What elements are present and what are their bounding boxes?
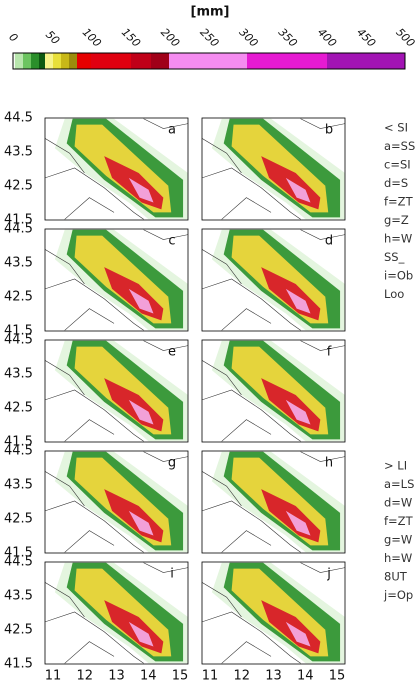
y-tick-label: 43.5 — [4, 256, 33, 271]
y-tick-label: 43.5 — [4, 145, 33, 160]
colorbar-tick-label: 150 — [119, 26, 143, 50]
side-note: > LI — [384, 459, 407, 473]
side-note: a=LS — [384, 477, 414, 491]
panel-frame — [44, 339, 189, 443]
side-note: j=Op — [383, 588, 413, 602]
colorbar-tick-label: 50 — [43, 28, 62, 47]
y-tick-label: 44.5 — [4, 444, 33, 459]
side-note: f=ZT — [384, 195, 414, 209]
colorbar-tick-label: 100 — [80, 26, 104, 50]
panel-frame — [201, 561, 346, 665]
map-panel — [45, 562, 188, 664]
panel-frame — [201, 339, 346, 443]
panel-frame — [201, 117, 346, 221]
map-panel — [202, 451, 345, 553]
panel-frame — [201, 228, 346, 332]
y-tick-label: 42.5 — [4, 179, 33, 194]
x-tick-label: 15 — [329, 669, 346, 684]
panel-label: b — [325, 123, 333, 138]
x-tick-label: 13 — [108, 669, 125, 684]
side-note: c=SI — [384, 158, 411, 172]
x-tick-label: 11 — [45, 669, 62, 684]
map-panel — [45, 340, 188, 442]
map-panel — [202, 562, 345, 664]
y-tick-label: 42.5 — [4, 623, 33, 638]
y-tick-label: 41.5 — [4, 324, 33, 339]
x-tick-label: 14 — [297, 669, 314, 684]
side-note: a=SS — [384, 139, 415, 153]
colorbar-tick-label: 500 — [393, 26, 417, 50]
x-tick-label: 12 — [233, 669, 250, 684]
y-tick-label: 44.5 — [4, 333, 33, 348]
panel-frame — [44, 561, 189, 665]
panel-label: j — [326, 567, 331, 582]
side-note: f=ZT — [384, 514, 414, 528]
panel-label: g — [168, 456, 176, 471]
panel-label: d — [325, 234, 333, 249]
y-tick-label: 41.5 — [4, 657, 33, 672]
x-tick-label: 14 — [140, 669, 157, 684]
panel-frame — [44, 117, 189, 221]
side-note: 8UT — [384, 570, 408, 584]
side-note: < SI — [384, 121, 408, 135]
side-note: d=S — [384, 176, 408, 190]
side-note: g=Z — [384, 213, 409, 227]
map-panel — [202, 229, 345, 331]
y-tick-label: 44.5 — [4, 555, 33, 570]
panel-label: e — [168, 345, 176, 360]
y-tick-label: 41.5 — [4, 435, 33, 450]
panel-label: a — [168, 123, 176, 138]
colorbar-tick-label: 300 — [237, 26, 261, 50]
colorbar — [12, 52, 406, 70]
panel-label: c — [168, 234, 175, 249]
x-tick-label: 12 — [76, 669, 93, 684]
map-panel — [202, 118, 345, 220]
map-panel — [45, 229, 188, 331]
side-note: h=W — [384, 232, 412, 246]
y-tick-label: 41.5 — [4, 213, 33, 228]
colorbar-unit: [mm] — [191, 5, 230, 20]
panel-frame — [44, 228, 189, 332]
y-tick-label: 42.5 — [4, 401, 33, 416]
side-note: Loo — [384, 287, 404, 301]
x-tick-label: 15 — [172, 669, 189, 684]
y-tick-label: 42.5 — [4, 290, 33, 305]
y-tick-label: 42.5 — [4, 512, 33, 527]
side-note: SS_ — [384, 250, 405, 264]
x-tick-label: 13 — [265, 669, 282, 684]
colorbar-tick-label: 250 — [197, 26, 221, 50]
side-note: h=W — [384, 551, 412, 565]
colorbar-tick-label: 200 — [158, 26, 182, 50]
y-tick-label: 43.5 — [4, 367, 33, 382]
y-tick-label: 43.5 — [4, 478, 33, 493]
colorbar-tick-label: 450 — [354, 26, 378, 50]
y-tick-label: 44.5 — [4, 111, 33, 126]
side-note: d=W — [384, 496, 412, 510]
colorbar-tick-label: 350 — [276, 26, 300, 50]
y-tick-label: 44.5 — [4, 222, 33, 237]
side-note: g=W — [384, 533, 412, 547]
colorbar-tick-label: 400 — [315, 26, 339, 50]
side-note: i=Ob — [384, 269, 413, 283]
x-tick-label: 11 — [202, 669, 219, 684]
panel-frame — [201, 450, 346, 554]
panel-label: i — [170, 567, 174, 582]
y-tick-label: 43.5 — [4, 589, 33, 604]
map-panel — [202, 340, 345, 442]
panel-frame — [44, 450, 189, 554]
map-panel — [45, 118, 188, 220]
panel-label: f — [327, 345, 332, 360]
panel-label: h — [325, 456, 333, 471]
y-tick-label: 41.5 — [4, 546, 33, 561]
map-panel — [45, 451, 188, 553]
colorbar-tick-label: 0 — [6, 31, 20, 45]
